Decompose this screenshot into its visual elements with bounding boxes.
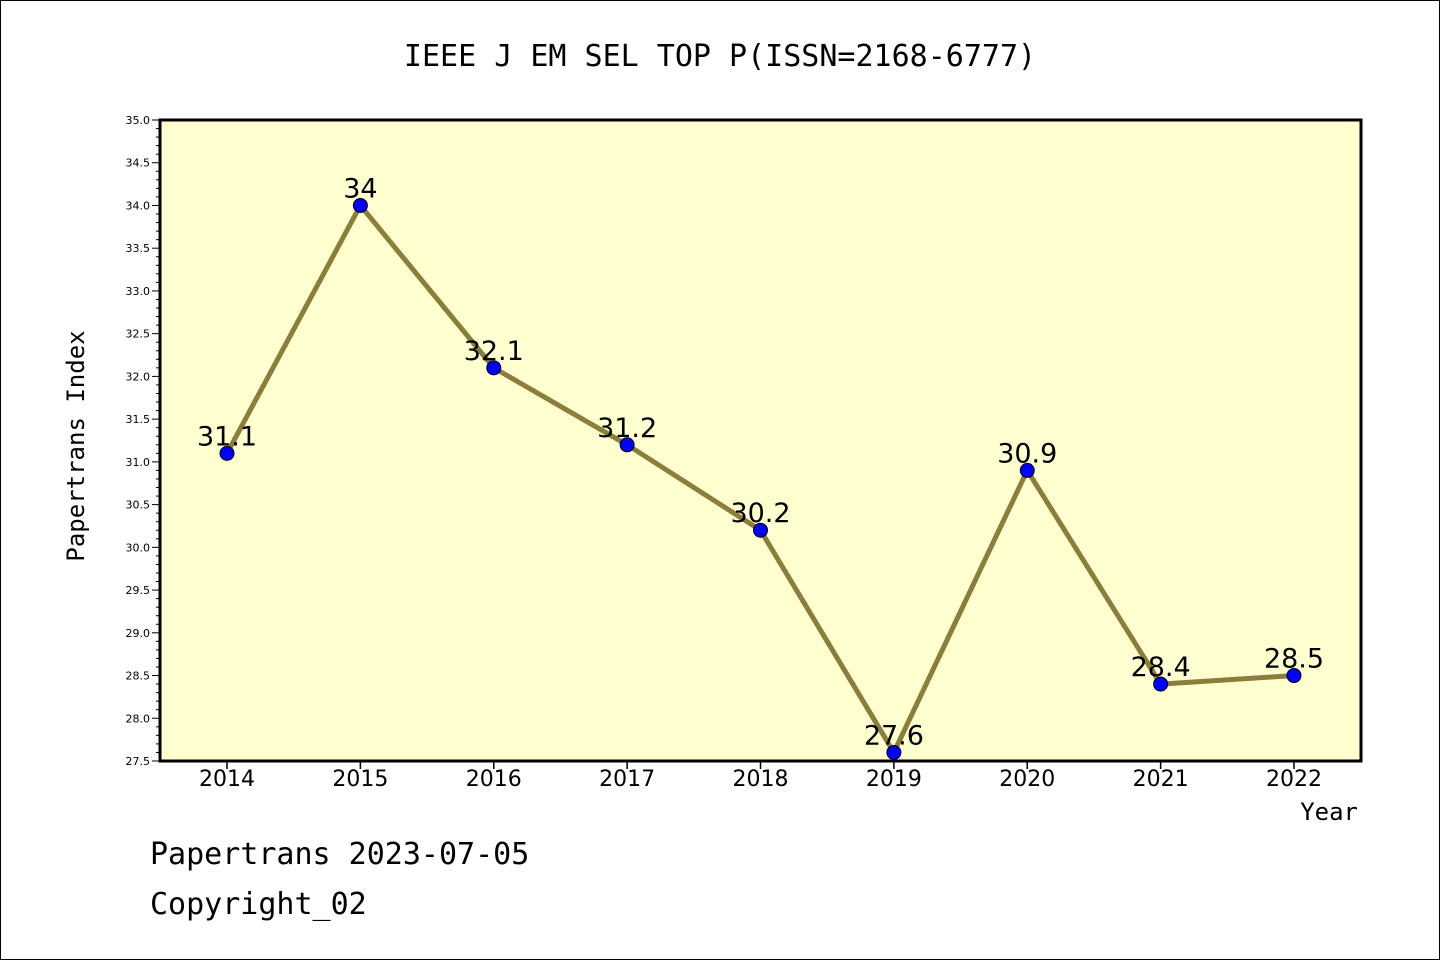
data-labels-group: 31.1 34 32.1 31.2 30.2 27.6 30.9 28.4 28.5 xyxy=(197,173,1324,751)
x-tick-label: 2018 xyxy=(733,767,789,792)
y-axis-title: Papertrans Index xyxy=(62,330,90,561)
y-tick-label: 34.5 xyxy=(126,157,151,170)
x-axis: 2014 2015 2016 2017 2018 2019 2020 2021 2022 xyxy=(199,761,1322,792)
chart-title: IEEE J EM SEL TOP P(ISSN=2168-6777) xyxy=(404,39,1036,74)
footer-copyright: Copyright_02 xyxy=(150,887,367,922)
data-label: 31.2 xyxy=(597,413,657,444)
x-tick-label: 2020 xyxy=(999,767,1055,792)
data-point xyxy=(352,197,368,213)
data-point xyxy=(619,437,635,453)
plot-area xyxy=(160,120,1361,761)
y-tick-label: 31.0 xyxy=(126,456,151,469)
data-point xyxy=(886,744,902,760)
y-tick-label: 33.5 xyxy=(126,242,151,255)
y-tick-label: 28.5 xyxy=(126,670,151,683)
x-tick-label: 2019 xyxy=(866,767,922,792)
y-tick-label: 29.0 xyxy=(126,627,151,640)
data-label: 28.4 xyxy=(1131,652,1191,683)
y-tick-label: 30.0 xyxy=(126,541,151,554)
x-tick-label: 2017 xyxy=(599,767,655,792)
data-label: 34 xyxy=(343,173,377,204)
y-tick-label: 34.0 xyxy=(126,199,151,212)
y-tick-label: 29.5 xyxy=(126,584,151,597)
y-axis: 27.5 28.0 28.5 29.0 29.5 30.0 30.5 31.0 31.5 32.0… xyxy=(126,114,160,768)
y-tick-label: 35.0 xyxy=(126,114,151,127)
y-tick-label: 32.0 xyxy=(126,370,151,383)
plot-border xyxy=(158,118,1363,763)
y-tick-label: 28.0 xyxy=(126,712,151,725)
footer-date: Papertrans 2023-07-05 xyxy=(150,837,529,872)
data-point xyxy=(1286,668,1302,684)
data-label: 31.1 xyxy=(197,421,257,452)
data-points-group xyxy=(219,197,1302,760)
x-tick-label: 2016 xyxy=(466,767,522,792)
data-label: 30.9 xyxy=(997,438,1057,469)
x-axis-title: Year xyxy=(1300,798,1358,826)
x-tick-label: 2014 xyxy=(199,767,255,792)
data-point xyxy=(753,522,768,538)
x-tick-label: 2022 xyxy=(1266,767,1322,792)
y-tick-label: 32.5 xyxy=(126,328,151,341)
data-label: 27.6 xyxy=(864,720,924,751)
y-tick-label: 30.5 xyxy=(126,499,151,512)
y-tick-label: 31.5 xyxy=(126,413,151,426)
x-tick-label: 2015 xyxy=(332,767,388,792)
data-point xyxy=(1019,462,1035,478)
data-label: 30.2 xyxy=(730,498,790,529)
data-label: 28.5 xyxy=(1264,644,1324,675)
x-tick-label: 2021 xyxy=(1133,767,1189,792)
y-tick-label: 33.0 xyxy=(126,285,151,298)
data-point xyxy=(486,360,502,376)
y-tick-label: 27.5 xyxy=(126,755,151,768)
data-point xyxy=(219,445,235,461)
data-label: 32.1 xyxy=(464,336,524,367)
data-point xyxy=(1153,676,1169,692)
